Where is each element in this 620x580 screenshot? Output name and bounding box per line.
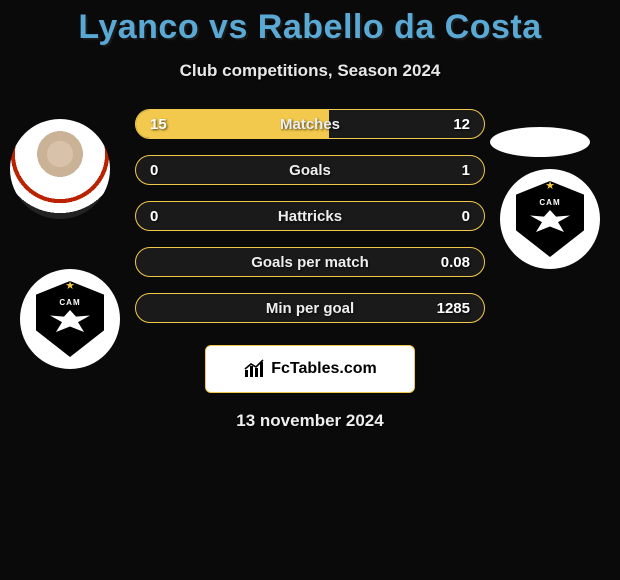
stat-row: Min per goal1285 xyxy=(135,293,485,323)
stat-row: Goals per match0.08 xyxy=(135,247,485,277)
stat-label: Min per goal xyxy=(136,294,484,323)
player-right-avatar xyxy=(490,127,590,157)
subtitle: Club competitions, Season 2024 xyxy=(0,61,620,81)
stat-right-value: 12 xyxy=(453,110,470,139)
player-right-club-badge: ★ CAM xyxy=(500,169,600,269)
stat-right-value: 0 xyxy=(462,202,470,231)
comparison-panel: ★ CAM ★ CAM 15Matches120Goals10Hattricks… xyxy=(0,109,620,431)
chart-icon xyxy=(243,359,265,379)
stat-right-value: 1285 xyxy=(437,294,470,323)
date-text: 13 november 2024 xyxy=(0,411,620,431)
stat-right-value: 1 xyxy=(462,156,470,185)
stat-label: Goals xyxy=(136,156,484,185)
stat-row: 0Hattricks0 xyxy=(135,201,485,231)
stat-label: Goals per match xyxy=(136,248,484,277)
club-left-abbrev: CAM xyxy=(59,298,80,307)
brand-badge: FcTables.com xyxy=(205,345,415,393)
stat-row: 15Matches12 xyxy=(135,109,485,139)
stat-right-value: 0.08 xyxy=(441,248,470,277)
stat-label: Hattricks xyxy=(136,202,484,231)
player-left-club-badge: ★ CAM xyxy=(20,269,120,369)
stats-list: 15Matches120Goals10Hattricks0Goals per m… xyxy=(135,109,485,323)
stat-row: 0Goals1 xyxy=(135,155,485,185)
club-right-abbrev: CAM xyxy=(539,198,560,207)
page-title: Lyanco vs Rabello da Costa xyxy=(0,0,620,47)
stat-label: Matches xyxy=(136,110,484,139)
player-left-avatar xyxy=(10,119,110,219)
brand-text: FcTables.com xyxy=(271,360,377,378)
